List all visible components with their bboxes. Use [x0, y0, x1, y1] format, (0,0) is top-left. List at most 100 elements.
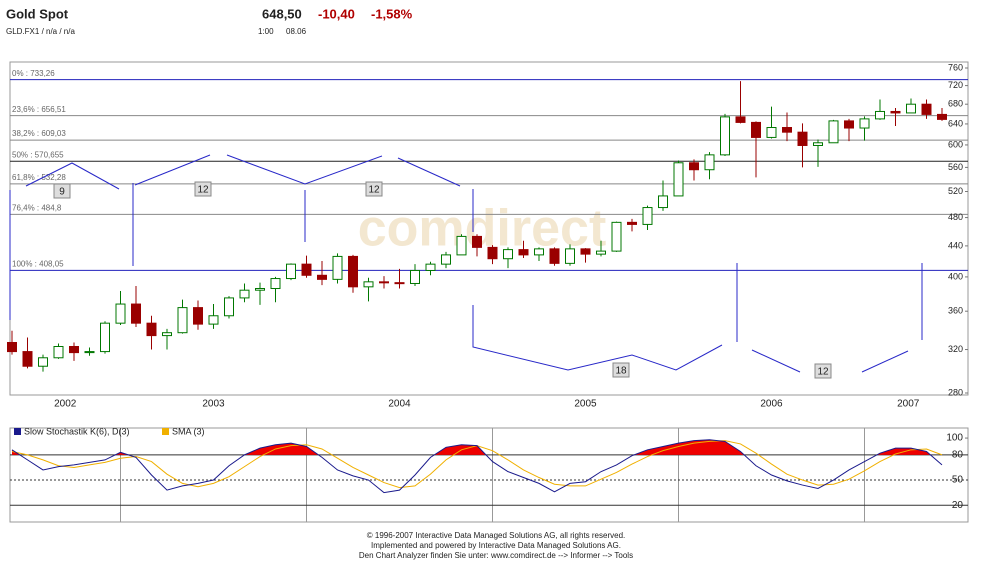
- cycle-line: [472, 305, 723, 371]
- cycle-box: [53, 183, 71, 199]
- cycle-line: [751, 349, 801, 373]
- candle-body: [487, 246, 498, 260]
- y-tick-label: 440: [948, 240, 963, 250]
- candle-body: [22, 351, 33, 367]
- candle-body: [642, 207, 653, 225]
- y-tick-label: 360: [948, 306, 963, 316]
- cycle-box: [194, 181, 212, 197]
- candle-body: [534, 248, 544, 256]
- footer-line: Implemented and powered by Interactive D…: [371, 541, 621, 550]
- cycle-line: [25, 162, 120, 190]
- candle-body: [813, 142, 823, 146]
- candle-body: [906, 103, 916, 114]
- candle-body: [224, 297, 234, 317]
- candle-body: [425, 263, 436, 271]
- cycle-line: [134, 154, 211, 186]
- candle-body: [549, 248, 560, 264]
- legend-swatch: [162, 428, 169, 435]
- y-tick-label: 480: [948, 212, 963, 222]
- y-tick-label: 520: [948, 186, 963, 196]
- quote-time: 1:00: [258, 27, 274, 36]
- candle-body: [704, 154, 715, 171]
- x-tick-label: 2005: [574, 399, 597, 410]
- footer-line: Den Chart Analyzer finden Sie unter: www…: [359, 551, 633, 560]
- cycle-line: [861, 350, 909, 373]
- footer: © 1996-2007 Interactive Data Managed Sol…: [359, 531, 633, 560]
- candle-body: [286, 263, 296, 280]
- candle-body: [890, 110, 901, 114]
- candle-body: [797, 131, 808, 146]
- candle-body: [735, 116, 746, 123]
- cycle-box: [365, 181, 383, 197]
- price-change: -10,40: [318, 6, 355, 21]
- candle-body: [658, 195, 668, 209]
- candle-body: [38, 357, 48, 367]
- candle-body: [270, 278, 281, 290]
- candle-body: [193, 307, 203, 325]
- candle-body: [627, 221, 637, 225]
- y-tick-label: 640: [948, 118, 963, 128]
- x-tick-label: 2002: [54, 399, 77, 410]
- cycle-label: 9: [59, 187, 65, 198]
- candle-body: [782, 127, 792, 133]
- candle-body: [518, 249, 529, 256]
- candle-body: [689, 162, 699, 171]
- y-tick-label: 400: [948, 271, 963, 281]
- x-tick-label: 2004: [388, 399, 411, 410]
- candle-body: [348, 255, 358, 288]
- candle-body: [146, 322, 157, 337]
- watermark: comdirect: [358, 200, 607, 258]
- x-tick-label: 2006: [760, 399, 783, 410]
- y-tick-label: 100: [946, 433, 963, 444]
- candle-body: [363, 281, 374, 288]
- candle-body: [162, 332, 172, 337]
- cycle-label: 12: [368, 185, 380, 196]
- header: Gold Spot GLD.FX1 / n/a / n/a 648,50 -10…: [6, 6, 413, 36]
- candle-body: [332, 255, 343, 280]
- candle-body: [69, 346, 79, 354]
- candle-body: [115, 303, 126, 324]
- cycle-label: 12: [817, 367, 829, 378]
- candle-body: [131, 303, 141, 324]
- candle-body: [937, 113, 947, 120]
- price-change-pct: -1,58%: [371, 6, 413, 21]
- legend-label: Slow Stochastik K(6), D(3): [24, 426, 130, 436]
- candle-body: [720, 116, 730, 156]
- cycle-box: [814, 363, 832, 379]
- x-tick-label: 2003: [202, 399, 225, 410]
- candle-body: [844, 120, 854, 129]
- candle-body: [611, 221, 622, 252]
- price-panel: comdirect 0% : 733,26 23,6% : 656,51 38,2% …: [7, 61, 969, 410]
- y-tick-label: 320: [948, 344, 963, 354]
- candle-body: [239, 289, 250, 299]
- fib-label: 76,4% : 484,8: [12, 203, 62, 212]
- fib-label: 61,8% : 532,28: [12, 173, 66, 182]
- candle-body: [766, 127, 777, 138]
- footer-line: © 1996-2007 Interactive Data Managed Sol…: [367, 531, 625, 540]
- candle-body: [208, 315, 219, 325]
- candle-body: [921, 103, 932, 115]
- y-tick-label: 80: [952, 449, 964, 460]
- candle-body: [503, 249, 513, 260]
- y-tick-label: 600: [948, 139, 963, 149]
- quote-date: 08.06: [286, 27, 307, 36]
- candle-body: [596, 250, 606, 255]
- cycle-line: [226, 154, 383, 185]
- candle-body: [410, 269, 420, 284]
- candle-body: [317, 274, 327, 280]
- candle-body: [751, 121, 761, 138]
- candle-body: [456, 235, 467, 256]
- candle-body: [84, 351, 95, 354]
- y-tick-label: 680: [948, 99, 963, 109]
- instrument-title: Gold Spot: [6, 6, 69, 21]
- price: 648,50: [262, 6, 302, 21]
- candle-body: [580, 248, 591, 255]
- candle-body: [379, 281, 389, 284]
- series-line: [11, 439, 943, 494]
- y-tick-label: 720: [948, 80, 963, 90]
- fib-label: 38,2% : 609,03: [12, 129, 66, 138]
- fib-label: 100% : 408,05: [12, 260, 64, 269]
- candle-body: [100, 322, 110, 353]
- stochastic-frame: [9, 427, 969, 523]
